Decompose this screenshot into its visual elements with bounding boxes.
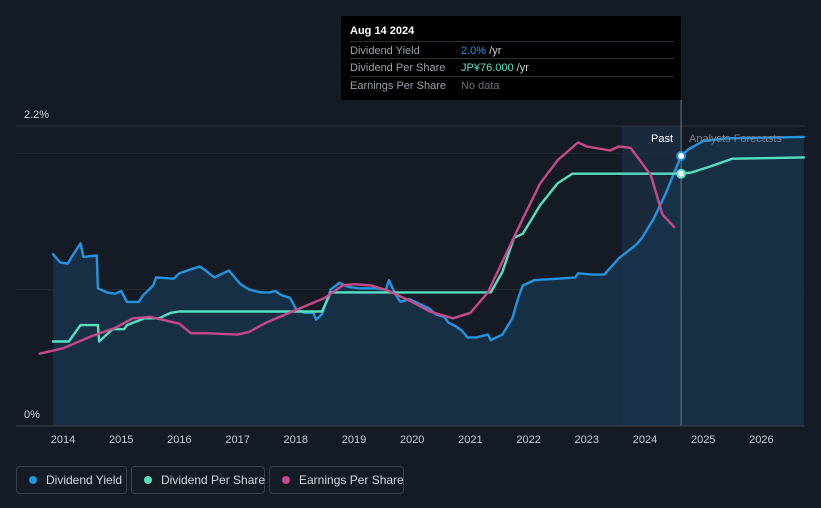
dividend-yield-area [53,136,804,426]
x-tick-label: 2020 [400,434,424,446]
dividend-yield-line [51,135,806,342]
dividend-per-share-marker [676,168,687,179]
y-tick-label-bottom: 0% [24,409,40,421]
past-label: Past [651,133,673,145]
x-tick-label: 2016 [167,434,191,446]
tooltip-label: Dividend Yield [350,45,420,57]
forecast-label: Analysts Forecasts [689,133,782,145]
tooltip-row-dividend-yield: Dividend Yield 2.0% /yr [350,41,674,60]
legend-dot-earnings-per-share [282,476,290,484]
tooltip-value: 2.0% /yr [461,45,501,57]
x-axis: 2014 2015 2016 2017 2018 2019 2020 2021 2022 2023… [51,434,774,446]
tooltip-date: Aug 14 2024 [350,25,415,37]
y-tick-label-top: 2.2% [24,109,49,121]
dividend-yield-value: 2.0% [461,45,487,57]
tooltip-row-earnings-per-share: Earnings Per Share No data [350,76,674,95]
dividend-per-share-line [51,156,806,343]
tooltip-value: JP¥76.000 /yr [461,62,529,74]
x-tick-label: 2023 [575,434,599,446]
earnings-per-share-value: No data [461,80,500,92]
tooltip-unit: /yr [486,45,502,57]
x-tick-label: 2014 [51,434,75,446]
tooltip-label: Dividend Per Share [350,62,446,74]
legend-dividend-yield[interactable]: Dividend Yield [16,466,127,494]
legend-dot-dividend-yield [29,476,37,484]
legend-dot-dividend-per-share [144,476,152,484]
legend-label: Dividend Yield [46,473,123,487]
tooltip-row-dividend-per-share: Dividend Per Share JP¥76.000 /yr [350,58,674,77]
dividend-per-share-value: JP¥76.000 [461,62,514,74]
tooltip: Aug 14 2024 Dividend Yield 2.0% /yr Divi… [341,16,681,100]
x-tick-label: 2018 [284,434,308,446]
legend-label: Earnings Per Share [299,473,404,487]
dividend-yield-marker [676,151,687,161]
series-layer [38,135,806,426]
highlight-markers [676,151,687,179]
x-tick-label: 2017 [225,434,249,446]
tooltip-unit: /yr [513,62,529,74]
legend-dividend-per-share[interactable]: Dividend Per Share [131,466,265,494]
tooltip-label: Earnings Per Share [350,80,446,92]
legend-label: Dividend Per Share [161,473,266,487]
x-tick-label: 2024 [633,434,657,446]
legend-earnings-per-share[interactable]: Earnings Per Share [269,466,404,494]
earnings-per-share-line [38,141,676,355]
x-tick-label: 2025 [691,434,715,446]
x-tick-label: 2026 [749,434,773,446]
x-tick-label: 2015 [109,434,133,446]
x-tick-label: 2021 [458,434,482,446]
x-tick-label: 2019 [342,434,366,446]
x-tick-label: 2022 [516,434,540,446]
